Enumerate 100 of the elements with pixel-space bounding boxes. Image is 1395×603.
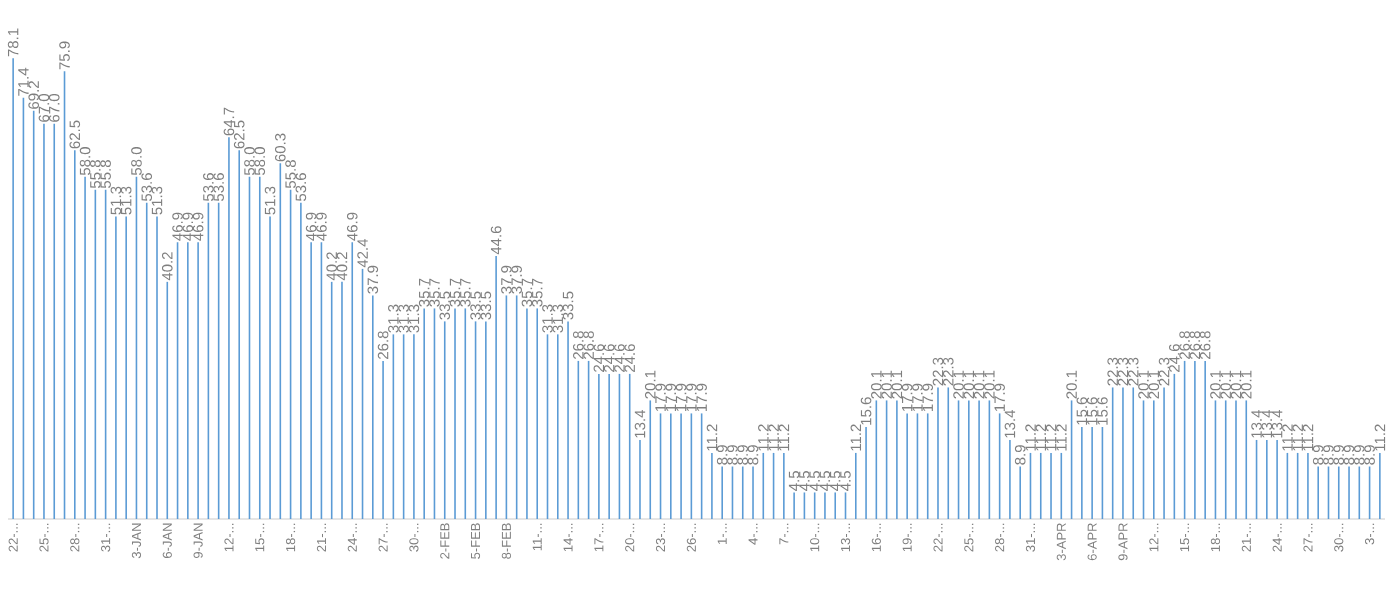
- data-label: 17.9: [665, 383, 677, 412]
- data-label: 53.6: [203, 173, 214, 202]
- data-label: 11.2: [1292, 424, 1303, 451]
- x-tick-label: 4-...: [748, 523, 758, 545]
- x-tick-label: 1-...: [717, 523, 727, 544]
- data-label: 42.4: [357, 238, 368, 268]
- data-label: 20.1: [1230, 370, 1242, 399]
- data-label: 67.0: [48, 93, 60, 122]
- x-tick-label: 22-...: [8, 523, 18, 552]
- data-label: 51.3: [120, 186, 132, 215]
- x-tick-label: 24-...: [347, 523, 357, 552]
- data-label: 58.0: [244, 147, 255, 176]
- data-label: 51.3: [264, 186, 276, 215]
- data-label: 17.9: [901, 383, 913, 412]
- data-label: 62.5: [233, 120, 245, 149]
- data-label: 4.5: [809, 471, 820, 491]
- data-label: 22.3: [1158, 357, 1170, 386]
- data-label: 4.5: [840, 471, 851, 491]
- data-label: 69.2: [28, 81, 39, 109]
- data-label: 8.9: [1014, 445, 1026, 465]
- data-label: 8.9: [727, 445, 738, 465]
- x-tick-label: 30-...: [1334, 523, 1344, 552]
- data-label: 40.2: [326, 252, 338, 281]
- data-label: 11.2: [758, 424, 769, 451]
- x-tick-label: 8-FEB: [501, 523, 511, 559]
- data-label: 58.0: [254, 147, 266, 176]
- data-label: 20.1: [984, 370, 995, 399]
- data-label: 58.0: [131, 147, 142, 176]
- data-label: 11.2: [1056, 424, 1067, 451]
- x-tick-label: 6-APR: [1087, 523, 1097, 561]
- data-label: 11.2: [1025, 424, 1036, 451]
- data-label: 26.8: [1199, 331, 1211, 359]
- data-label: 4.5: [788, 471, 800, 491]
- x-tick-label: 15-...: [1180, 523, 1190, 552]
- data-label: 20.1: [881, 370, 892, 399]
- x-tick-label: 11-...: [532, 523, 542, 551]
- x-tick-label: 14-...: [563, 523, 573, 552]
- data-label: 20.1: [871, 370, 882, 399]
- data-label: 35.7: [531, 278, 543, 307]
- data-label: 22.3: [1127, 357, 1139, 386]
- data-label: 22.3: [942, 357, 954, 386]
- data-label: 17.9: [675, 383, 687, 412]
- data-label: 55.8: [90, 160, 101, 189]
- data-label: 51.3: [151, 186, 163, 215]
- data-label: 53.6: [141, 173, 153, 202]
- x-tick-label: 23-...: [655, 523, 666, 552]
- data-label: 20.1: [644, 370, 656, 399]
- data-label: 31.3: [552, 304, 564, 333]
- data-label: 53.6: [295, 173, 307, 202]
- data-label: 33.5: [439, 291, 451, 320]
- data-label: 37.9: [501, 265, 512, 294]
- data-label: 24.6: [603, 344, 615, 372]
- x-tick-label: 15-...: [255, 523, 265, 552]
- data-label: 31.3: [388, 304, 399, 333]
- x-tick-label: 31-...: [1025, 523, 1036, 552]
- data-label: 22.3: [1107, 357, 1118, 386]
- x-tick-label: 25-...: [964, 523, 974, 552]
- data-label: 26.8: [1179, 331, 1190, 359]
- x-tick-label: 30-...: [409, 523, 419, 552]
- x-tick-label: 28-...: [995, 523, 1005, 552]
- x-tick-label: 12-...: [1149, 523, 1159, 552]
- x-tick-label: 9-JAN: [193, 523, 203, 559]
- x-tick-label: 9-APR: [1118, 523, 1128, 561]
- data-label: 46.9: [192, 212, 204, 241]
- data-label: 22.3: [1117, 357, 1129, 386]
- data-label: 11.2: [1302, 424, 1314, 451]
- data-label: 35.7: [521, 278, 533, 307]
- data-label: 24.6: [614, 344, 625, 372]
- x-tick-label: 18-...: [285, 523, 296, 552]
- x-tick-label: 17-...: [594, 523, 604, 552]
- data-label: 20.1: [953, 370, 964, 399]
- data-label: 11.2: [706, 424, 718, 451]
- data-label: 37.9: [511, 265, 522, 294]
- x-tick-label: 3-JAN: [131, 523, 142, 559]
- data-label: 46.9: [172, 212, 183, 241]
- data-label: 20.1: [1066, 370, 1077, 399]
- data-label: 13.4: [1004, 410, 1016, 438]
- data-label: 11.2: [1282, 424, 1293, 451]
- x-tick-label: 24-...: [1272, 523, 1282, 552]
- data-label: 15.6: [1076, 397, 1088, 425]
- data-label: 75.9: [59, 41, 70, 70]
- data-label: 55.8: [285, 160, 296, 189]
- x-tick-label: 21-...: [1241, 523, 1251, 552]
- data-label: 8.9: [1323, 445, 1334, 465]
- x-tick-label: 2-FEB: [440, 523, 450, 559]
- data-label: 17.9: [994, 383, 1005, 412]
- data-label: 20.1: [891, 370, 903, 399]
- data-label: 31.3: [398, 304, 409, 333]
- x-tick-label: 27-...: [378, 523, 388, 552]
- data-label: 40.2: [336, 252, 348, 281]
- data-label: 55.8: [100, 160, 111, 189]
- x-tick-label: 16-...: [871, 523, 881, 552]
- data-label: 31.3: [408, 304, 420, 333]
- data-label: 33.5: [470, 291, 481, 320]
- data-label: 8.9: [737, 445, 749, 465]
- data-label: 35.7: [429, 278, 440, 307]
- data-label: 8.9: [1343, 445, 1355, 465]
- data-label: 13.4: [1261, 410, 1273, 438]
- data-label: 8.9: [1312, 445, 1324, 465]
- data-label: 78.1: [7, 28, 19, 57]
